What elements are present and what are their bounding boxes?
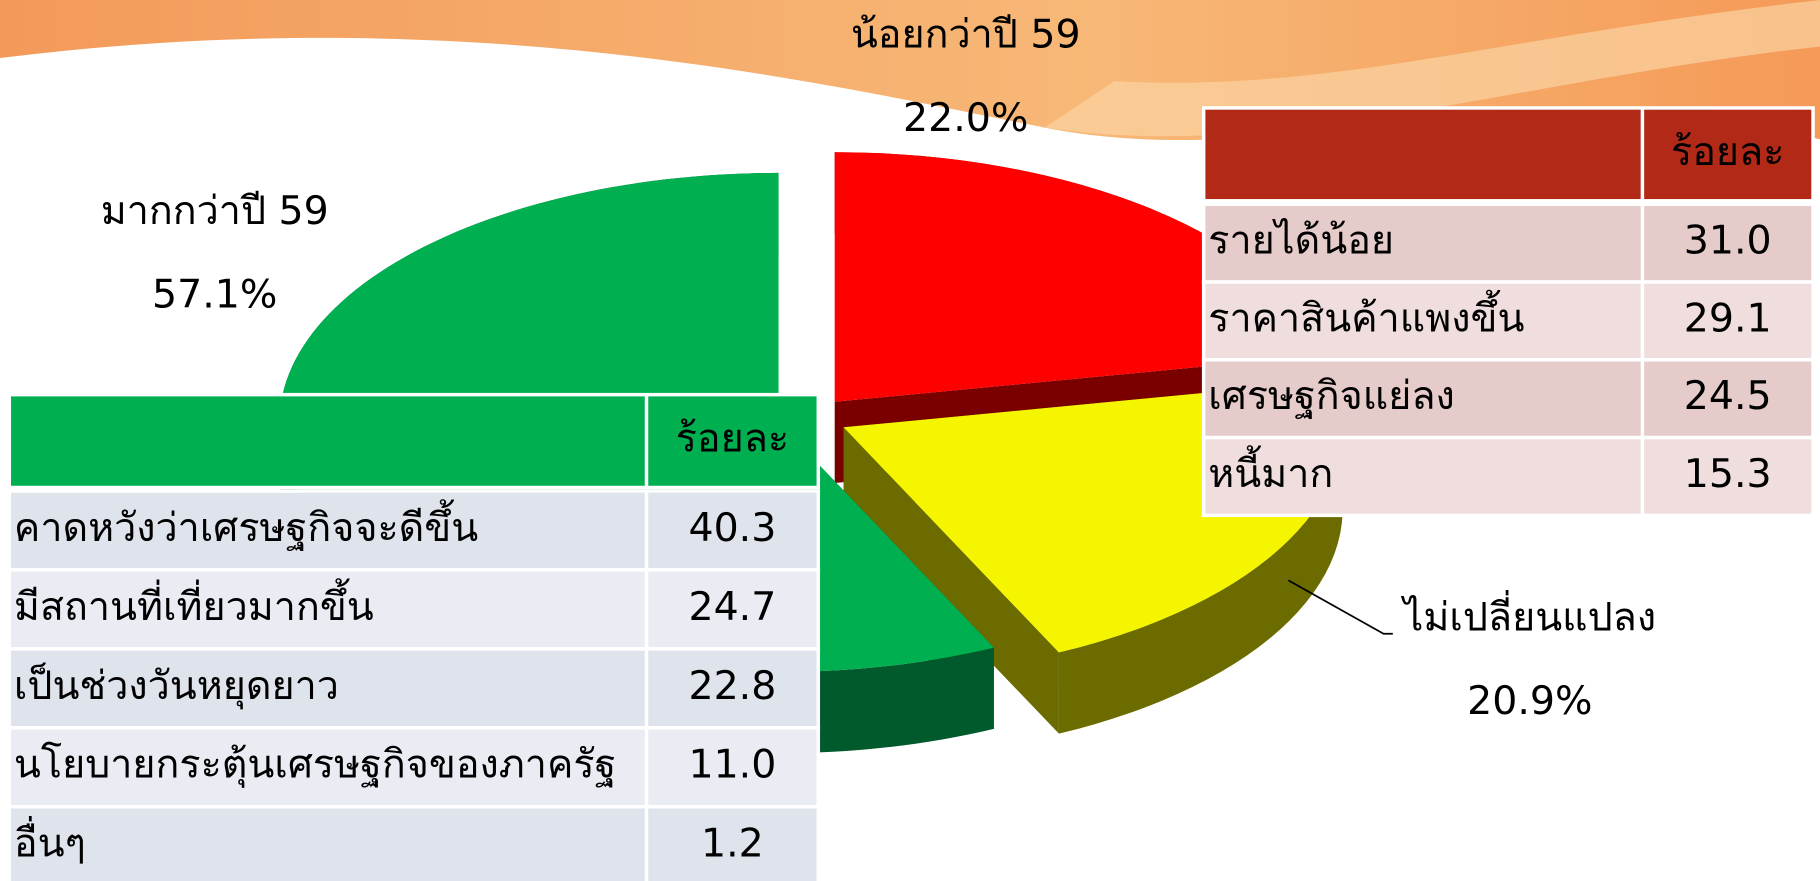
table-cell-value: 22.8 (688, 663, 776, 709)
table-row-bg (7, 804, 821, 881)
table-cell-label: รายได้น้อย (1208, 218, 1394, 264)
table-cell-label: หนี้มาก (1208, 445, 1333, 497)
table-row-bg (1201, 358, 1815, 440)
table-row-bg (7, 726, 821, 809)
slice-label: มากกว่าปี 59 (101, 188, 329, 234)
table-cell-value: 24.7 (688, 584, 776, 630)
slice-side (1058, 380, 1343, 734)
table-cell-value: 1.2 (701, 821, 764, 867)
table-row-bg (7, 568, 821, 651)
slice-label: น้อยกว่าปี 59 (851, 12, 1081, 58)
table-row-bg (1201, 280, 1815, 362)
header-wave-light (1044, 0, 1820, 137)
table-cell-label: คาดหวังว่าเศรษฐกิจจะดีขึ้น (14, 499, 478, 551)
table-cell-label: นโยบายกระตุ้นเศรษฐกิจของภาครัฐ (14, 742, 616, 789)
table-cell-label: มีสถานที่เที่ยวมากขึ้น (14, 578, 374, 630)
table-row-bg (1201, 435, 1815, 518)
table-cell-value: 11.0 (688, 742, 776, 788)
table-cell-label: เศรษฐกิจแย่ลง (1208, 373, 1455, 419)
table-header-bg (7, 392, 821, 490)
table-header: ร้อยละ (676, 416, 789, 462)
table-cell-value: 24.5 (1684, 373, 1772, 419)
table-cell-value: 31.0 (1684, 218, 1772, 264)
slice-wall (843, 427, 1059, 734)
table-header-bg (1201, 106, 1815, 203)
table-cell-value: 15.3 (1684, 451, 1772, 497)
value-label: 57.1% (152, 272, 277, 318)
table-cell-label: ราคาสินค้าแพงขึ้น (1208, 289, 1524, 341)
table-cell-label: เป็นช่วงวันหยุดยาว (14, 662, 339, 710)
table-header: ร้อยละ (1671, 129, 1784, 175)
slice-side (279, 172, 994, 754)
value-label: 20.9% (1467, 678, 1592, 724)
table-cell-value: 29.1 (1684, 295, 1772, 341)
slice-label: ไม่เปลี่ยนแปลง (1401, 589, 1657, 640)
table-row-bg (7, 647, 821, 730)
value-label: 22.0% (903, 95, 1028, 141)
leader-line (1287, 579, 1393, 635)
table-cell-value: 40.3 (688, 505, 776, 551)
table-row-bg (1201, 202, 1815, 284)
table-cell-label: อื่นๆ (14, 816, 86, 867)
